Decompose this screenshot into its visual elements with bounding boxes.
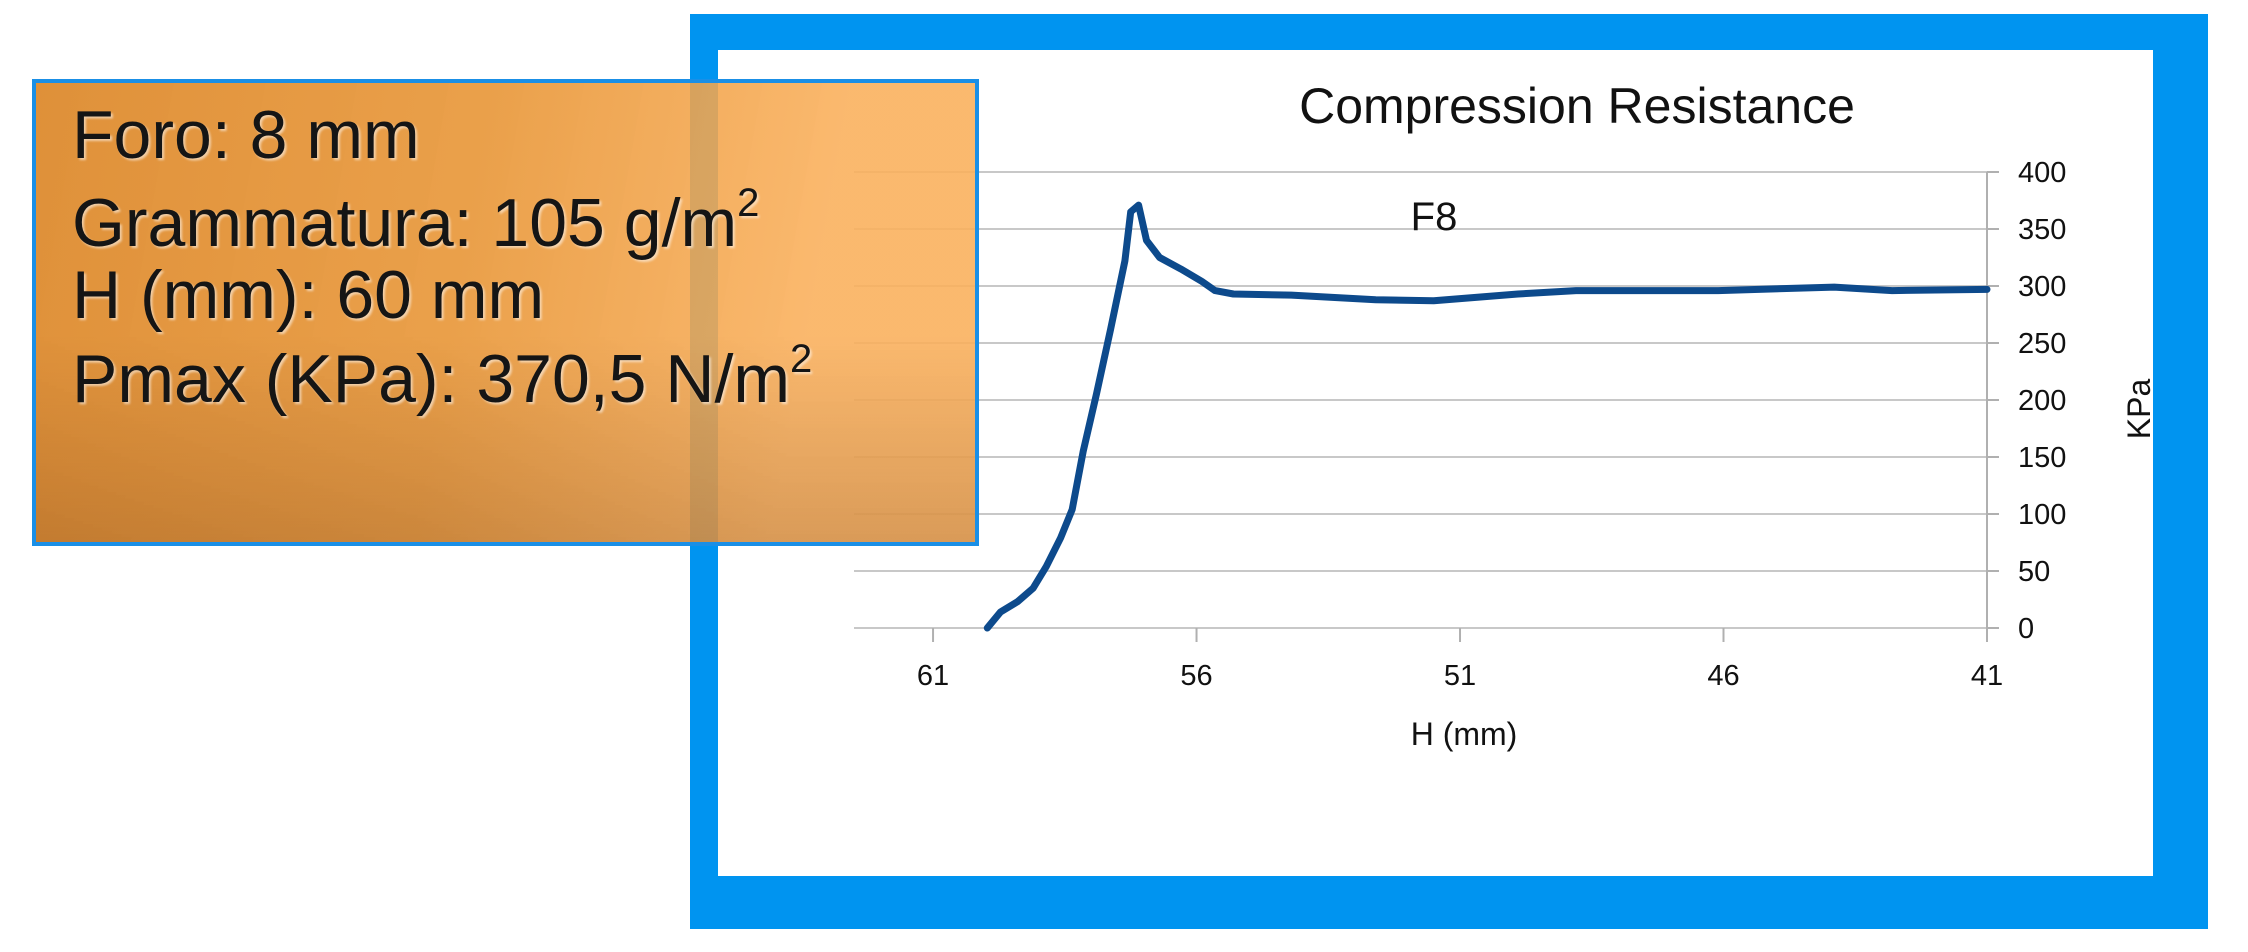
x-tick-label: 56 xyxy=(1180,660,1212,692)
y-tick-label: 250 xyxy=(2018,328,2066,360)
info-line: H (mm): 60 mm xyxy=(72,261,544,329)
info-line: Pmax (KPa): 370,5 N/m2 xyxy=(72,339,812,413)
info-sup: 2 xyxy=(737,181,760,225)
y-tick-label: 50 xyxy=(2018,556,2050,588)
y-tick-label: 0 xyxy=(2018,613,2034,645)
info-text: Foro: 8 mm xyxy=(72,97,420,173)
y-tick-label: 350 xyxy=(2018,214,2066,246)
y-tick-label: 150 xyxy=(2018,442,2066,474)
info-text: Pmax (KPa): 370,5 N/m xyxy=(72,341,791,417)
x-tick-label: 61 xyxy=(917,660,949,692)
y-tick-label: 400 xyxy=(2018,157,2066,189)
y-tick-label: 200 xyxy=(2018,385,2066,417)
info-box: Foro: 8 mm Grammatura: 105 g/m2 H (mm): … xyxy=(32,79,979,546)
chart-title: Compression Resistance xyxy=(1299,78,1855,134)
x-tick-label: 46 xyxy=(1707,660,1739,692)
x-tick-label: 51 xyxy=(1444,660,1476,692)
info-line: Foro: 8 mm xyxy=(72,101,420,169)
x-axis-label: H (mm) xyxy=(1411,716,1518,752)
info-text: H (mm): 60 mm xyxy=(72,257,545,333)
info-line: Grammatura: 105 g/m2 xyxy=(72,183,759,257)
y-axis-label: KPa xyxy=(2121,379,2157,440)
x-tick-label: 41 xyxy=(1971,660,2003,692)
y-tick-label: 300 xyxy=(2018,271,2066,303)
series-line xyxy=(983,201,1991,632)
y-tick-label: 100 xyxy=(2018,499,2066,531)
info-text: Grammatura: 105 g/m xyxy=(72,185,738,261)
series-label: F8 xyxy=(1411,195,1458,239)
info-sup: 2 xyxy=(790,337,813,381)
